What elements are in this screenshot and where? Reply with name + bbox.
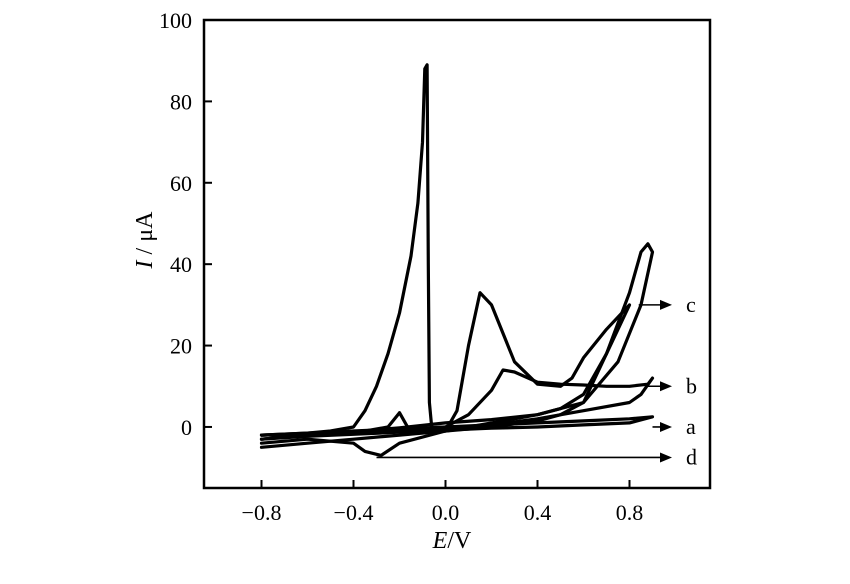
x-tick-label: 0.0 (432, 500, 460, 525)
arrow-head-a (660, 421, 672, 432)
x-tick-label: −0.4 (334, 500, 374, 525)
y-axis-title: I / μA (132, 211, 158, 270)
series-labels: ab c d (376, 292, 697, 469)
axis-ticks: −0.8 −0.4 0.0 0.4 0.8 0 20 40 60 80 100 (159, 8, 643, 525)
y-tick-label: 100 (159, 8, 192, 33)
series-label-d: d (686, 444, 697, 469)
series-label-c: c (686, 292, 696, 317)
arrow-head-d (660, 452, 672, 463)
x-tick-label: 0.4 (524, 500, 552, 525)
curve-d (259, 63, 632, 457)
curve-c (259, 242, 655, 441)
y-tick-label: 80 (170, 89, 192, 114)
x-axis-title: E/V (432, 528, 472, 554)
series-label-b: b (686, 373, 697, 398)
arrow-head-c (660, 299, 672, 310)
y-tick-label: 20 (170, 334, 192, 359)
x-tick-label: −0.8 (242, 500, 282, 525)
arrow-head-b (660, 381, 672, 392)
x-tick-label: 0.8 (616, 500, 644, 525)
plot-frame (202, 18, 712, 490)
y-tick-label: 60 (170, 171, 192, 196)
y-tick-label: 40 (170, 252, 192, 277)
y-tick-label: 0 (181, 415, 192, 440)
series-label-a: a (686, 414, 696, 439)
series-curves (259, 63, 655, 457)
